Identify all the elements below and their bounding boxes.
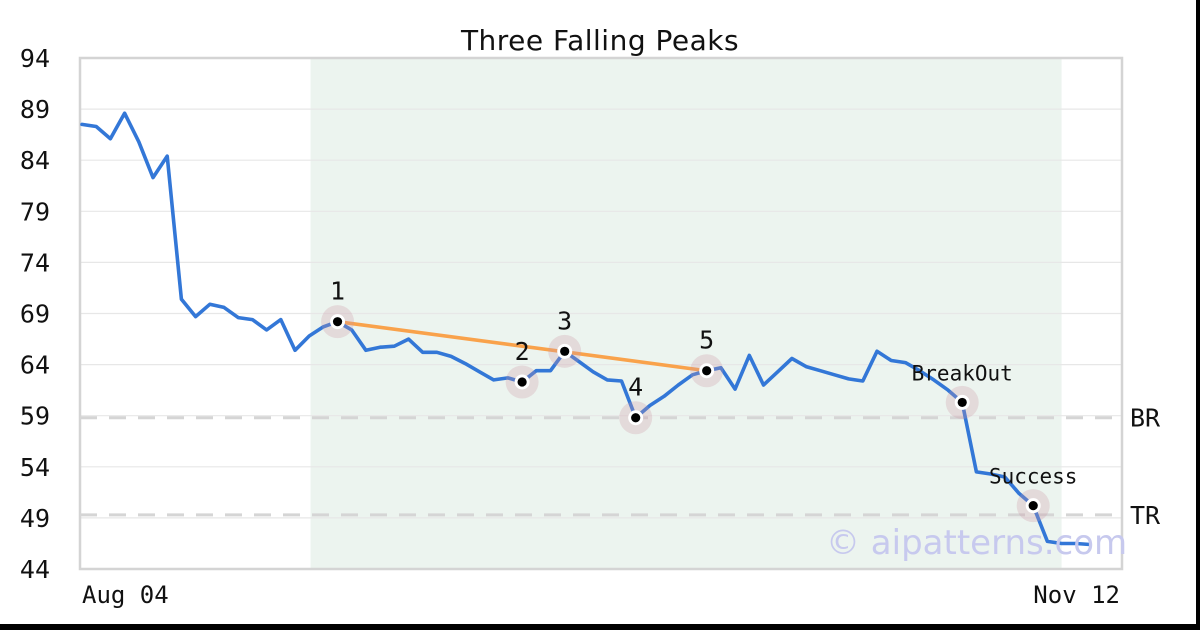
marker-label-breakout: BreakOut — [912, 361, 1013, 385]
watermark: © aipatterns.com — [826, 523, 1128, 563]
marker-dot-success — [1028, 501, 1038, 511]
y-tick-label-54: 54 — [20, 453, 50, 482]
y-tick-label-94: 94 — [20, 44, 50, 73]
trendline — [335, 319, 709, 373]
marker-dot-1 — [332, 317, 343, 327]
marker-dot-2 — [517, 377, 527, 387]
y-tick-label-64: 64 — [20, 351, 50, 380]
marker-dot-3 — [560, 346, 570, 356]
marker-label-2: 2 — [515, 337, 530, 366]
y-tick-label-69: 69 — [20, 300, 50, 329]
marker-label-5: 5 — [699, 326, 714, 355]
chart-title: Three Falling Peaks — [460, 24, 740, 57]
y-tick-label-74: 74 — [20, 248, 50, 277]
marker-dot-breakout — [957, 397, 967, 408]
y-tick-label-59: 59 — [20, 402, 50, 431]
marker-label-success: Success — [989, 465, 1078, 489]
marker-dot-4 — [631, 413, 641, 423]
y-tick-label-79: 79 — [20, 197, 50, 226]
level-label-tr: TR — [1130, 501, 1161, 530]
marker-label-1: 1 — [330, 277, 345, 306]
bottom-border-strip — [0, 624, 1200, 630]
marker-dot-5 — [702, 366, 712, 376]
x-axis-start-label: Aug 04 — [82, 581, 169, 609]
plot-border — [78, 56, 1124, 571]
marker-label-4: 4 — [628, 373, 643, 402]
y-tick-label-89: 89 — [20, 95, 50, 124]
price-line — [80, 111, 1092, 547]
y-tick-label-49: 49 — [20, 504, 50, 533]
right-border-strip — [1196, 0, 1200, 630]
marker-label-3: 3 — [557, 306, 572, 335]
y-tick-label-84: 84 — [20, 146, 50, 175]
x-axis-end-label: Nov 12 — [1033, 581, 1120, 609]
level-label-br: BR — [1130, 404, 1161, 433]
y-tick-label-44: 44 — [20, 555, 50, 584]
